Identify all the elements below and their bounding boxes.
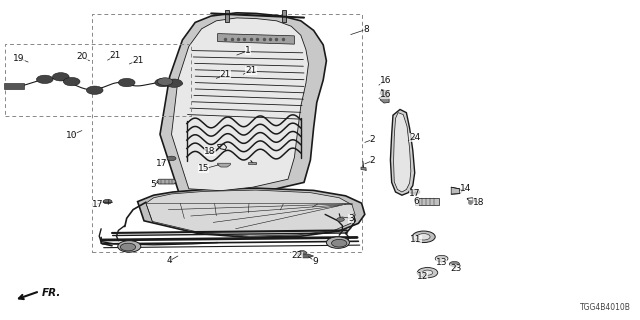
Circle shape xyxy=(332,239,347,247)
Text: 10: 10 xyxy=(66,131,77,140)
Circle shape xyxy=(417,268,438,278)
Text: TGG4B4010B: TGG4B4010B xyxy=(580,303,630,312)
Text: 23: 23 xyxy=(450,264,461,273)
Text: 2: 2 xyxy=(370,135,375,144)
Polygon shape xyxy=(160,13,326,197)
Circle shape xyxy=(86,86,103,94)
Polygon shape xyxy=(380,96,389,103)
Text: 21: 21 xyxy=(132,56,143,65)
Text: 1: 1 xyxy=(246,46,251,55)
Text: 17: 17 xyxy=(409,189,420,198)
Bar xyxy=(415,198,439,205)
Text: 21: 21 xyxy=(109,52,121,60)
Bar xyxy=(4,83,24,89)
Polygon shape xyxy=(394,113,411,192)
Polygon shape xyxy=(302,254,314,258)
Circle shape xyxy=(157,78,173,85)
Circle shape xyxy=(36,75,53,84)
Text: 18: 18 xyxy=(204,147,216,156)
Polygon shape xyxy=(248,162,256,164)
Polygon shape xyxy=(218,163,230,167)
Text: 16: 16 xyxy=(380,76,391,85)
Circle shape xyxy=(118,241,141,252)
Text: 22: 22 xyxy=(291,252,303,260)
Polygon shape xyxy=(225,10,229,22)
Circle shape xyxy=(52,73,69,81)
Circle shape xyxy=(412,231,435,243)
Circle shape xyxy=(449,261,460,267)
Text: 17: 17 xyxy=(156,159,167,168)
Polygon shape xyxy=(390,109,415,195)
Circle shape xyxy=(103,199,112,204)
Polygon shape xyxy=(157,179,176,184)
Polygon shape xyxy=(172,18,308,191)
Text: 14: 14 xyxy=(460,184,472,193)
Polygon shape xyxy=(146,190,355,236)
Text: 21: 21 xyxy=(220,70,231,79)
Circle shape xyxy=(422,270,433,275)
Text: 2: 2 xyxy=(370,156,375,165)
Circle shape xyxy=(417,234,430,240)
Polygon shape xyxy=(138,188,365,237)
Circle shape xyxy=(410,189,420,195)
Circle shape xyxy=(166,79,182,87)
Text: 4: 4 xyxy=(167,256,172,265)
Circle shape xyxy=(435,255,448,262)
Text: 11: 11 xyxy=(410,235,422,244)
Text: 8: 8 xyxy=(364,25,369,34)
Circle shape xyxy=(155,78,172,87)
Polygon shape xyxy=(361,167,366,170)
Circle shape xyxy=(120,243,136,251)
Text: 12: 12 xyxy=(417,272,428,281)
Text: 13: 13 xyxy=(436,258,447,267)
Polygon shape xyxy=(282,10,286,22)
Text: 24: 24 xyxy=(409,133,420,142)
Text: 3: 3 xyxy=(348,214,353,223)
Text: 9: 9 xyxy=(312,257,317,266)
Text: 20: 20 xyxy=(76,52,88,61)
Text: FR.: FR. xyxy=(42,288,61,298)
Circle shape xyxy=(298,251,307,255)
Text: 15: 15 xyxy=(198,164,209,173)
Polygon shape xyxy=(218,34,294,44)
Text: 21: 21 xyxy=(245,66,257,75)
Text: 18: 18 xyxy=(473,198,484,207)
Circle shape xyxy=(118,78,135,87)
Polygon shape xyxy=(451,187,460,194)
Text: 17: 17 xyxy=(92,200,103,209)
Text: 6: 6 xyxy=(413,197,419,206)
Text: 16: 16 xyxy=(380,90,391,99)
Text: 5: 5 xyxy=(151,180,156,189)
Circle shape xyxy=(63,77,80,86)
Polygon shape xyxy=(380,90,389,97)
Text: 19: 19 xyxy=(13,54,25,63)
Circle shape xyxy=(167,156,176,161)
Circle shape xyxy=(337,218,344,221)
Circle shape xyxy=(326,237,349,248)
